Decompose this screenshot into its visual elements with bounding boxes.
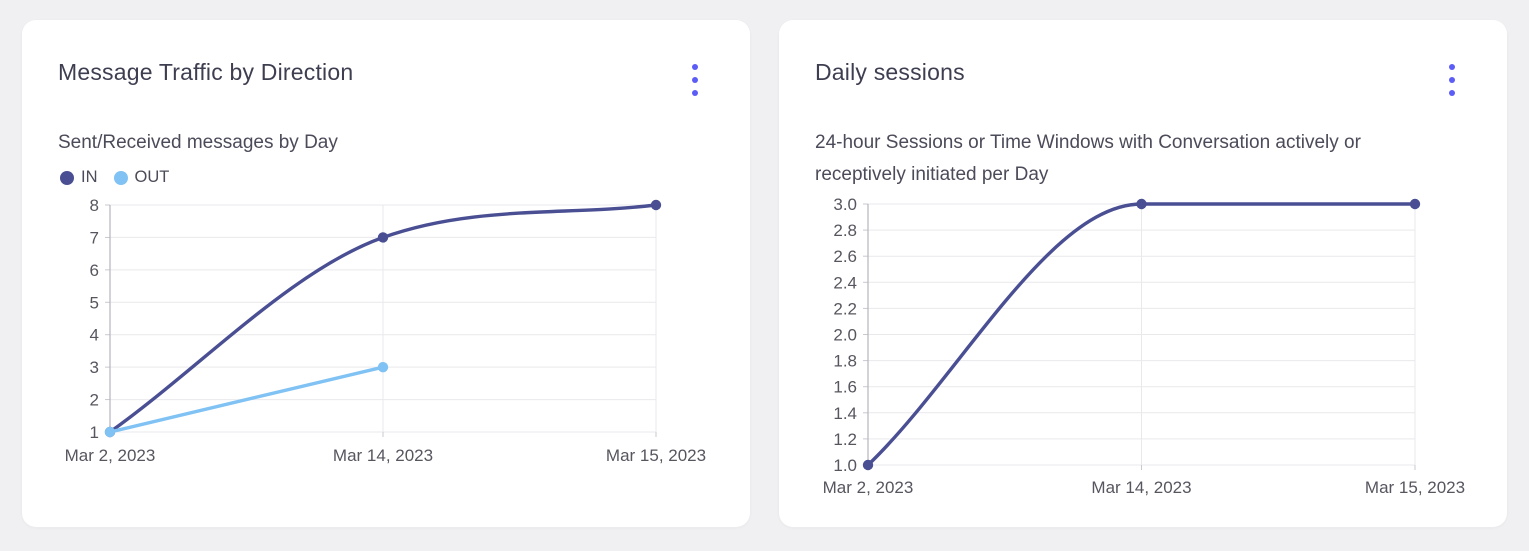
y-axis-tick-label: 6 <box>90 261 99 280</box>
card-title: Message Traffic by Direction <box>58 59 354 85</box>
y-axis-tick-label: 8 <box>90 196 99 215</box>
y-axis-tick-label: 2 <box>90 391 99 410</box>
legend-item-in[interactable]: IN <box>60 168 98 187</box>
kebab-dot <box>1449 77 1455 83</box>
y-axis-tick-label: 7 <box>90 228 99 247</box>
y-axis-tick-label: 5 <box>90 293 99 312</box>
series-line-out <box>108 365 385 434</box>
data-point <box>1136 198 1147 210</box>
kebab-dot <box>1449 64 1455 70</box>
kebab-dot <box>692 64 698 70</box>
y-axis-tick-label: 2.2 <box>833 299 857 318</box>
kebab-dot <box>1449 90 1455 96</box>
x-axis-tick-label: Mar 2, 2023 <box>823 478 914 497</box>
kebab-menu-icon[interactable] <box>1443 60 1461 100</box>
y-axis-tick-label: 2.8 <box>833 221 857 240</box>
y-axis-tick-label: 1 <box>90 423 99 442</box>
x-axis-tick-label: Mar 14, 2023 <box>1091 478 1191 497</box>
legend-label: IN <box>81 168 98 186</box>
y-axis-tick-label: 2.4 <box>833 273 857 292</box>
data-point <box>650 199 662 211</box>
kebab-dot <box>692 90 698 96</box>
data-point <box>862 459 874 471</box>
message-traffic-card: Message Traffic by Direction Sent/Receiv… <box>22 20 750 527</box>
legend-item-out[interactable]: OUT <box>113 168 170 187</box>
data-point <box>1409 198 1421 210</box>
x-axis-tick-label: Mar 14, 2023 <box>333 446 433 465</box>
y-axis-tick-label: 2.0 <box>833 326 857 345</box>
daily-sessions-line-chart: 1.0 1.2 1.4 1.6 1.8 2.0 2.2 2.4 2.6 2.8 3.0 Mar 2, … <box>823 195 1465 497</box>
daily-sessions-card: Daily sessions 24-hour Sessions or Time … <box>779 20 1507 527</box>
data-point <box>377 361 389 373</box>
card-header: Message Traffic by Direction <box>22 20 750 100</box>
y-axis-tick-label: 2.6 <box>833 247 857 266</box>
card-header: Daily sessions <box>779 20 1507 100</box>
card-title: Daily sessions <box>815 59 965 85</box>
y-axis-tick-label: 3 <box>90 358 99 377</box>
message-traffic-line-chart: 1 2 3 4 5 6 7 8 Mar 2, 2023 Mar 14, 2023 Mar 15, 2… <box>65 196 706 465</box>
y-axis-tick-label: 1.4 <box>833 404 857 423</box>
kebab-dot <box>692 77 698 83</box>
legend-dot-in <box>60 170 74 185</box>
x-axis-tick-label: Mar 2, 2023 <box>65 446 156 465</box>
kebab-menu-icon[interactable] <box>686 60 704 100</box>
y-axis-tick-label: 4 <box>90 326 99 345</box>
legend-label: OUT <box>134 168 170 186</box>
card-subtitle: Sent/Received messages by Day <box>58 132 338 153</box>
legend-dot-out <box>113 170 128 185</box>
y-axis-tick-label: 1.0 <box>833 456 857 475</box>
y-axis-tick-label: 3.0 <box>833 195 857 214</box>
y-axis-tick-label: 1.2 <box>833 430 857 449</box>
x-axis-tick-label: Mar 15, 2023 <box>606 446 706 465</box>
y-axis-tick-label: 1.6 <box>833 378 857 397</box>
data-point <box>104 426 116 438</box>
card-subtitle: 24-hour Sessions or Time Windows with Co… <box>815 132 1361 185</box>
series-line-daily-sessions <box>866 202 1417 467</box>
data-point <box>377 232 389 243</box>
x-axis-tick-label: Mar 15, 2023 <box>1365 478 1465 497</box>
chart-legend: IN OUT <box>22 167 750 188</box>
y-axis-tick-label: 1.8 <box>833 352 857 371</box>
